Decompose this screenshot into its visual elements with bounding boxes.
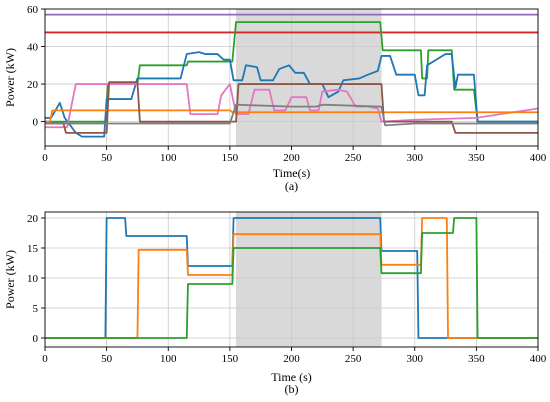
- series-line-4: [45, 51, 538, 138]
- plot-frame: [44, 8, 539, 147]
- series-line-8: [45, 103, 538, 127]
- series-line-1: [45, 217, 538, 339]
- x-tick-label: 0: [42, 353, 48, 365]
- series-line-3: [45, 217, 538, 339]
- x-tick-label: 400: [530, 353, 547, 365]
- x-axis-label: Time (s): [271, 370, 312, 384]
- plot-frame: [44, 211, 539, 348]
- panel-caption: (b): [285, 382, 299, 396]
- y-tick-label: 40: [27, 42, 39, 54]
- x-axis-label: Time(s): [273, 166, 311, 180]
- panel-a: 0 50 100 150 200 250 300 350 400 0 20 40 60 Time(s) Po…: [3, 4, 547, 193]
- y-tick-label: 5: [33, 303, 39, 315]
- x-tick-label: 0: [42, 152, 48, 164]
- panel-caption: (a): [285, 179, 298, 193]
- x-tick-label: 300: [407, 353, 424, 365]
- x-tick-label: 300: [407, 152, 424, 164]
- x-tick-label: 350: [468, 152, 485, 164]
- x-tick-label: 50: [101, 353, 113, 365]
- x-tick-label: 200: [283, 353, 300, 365]
- y-axis-label: Power (kW): [3, 48, 17, 107]
- shaded-interval: [236, 212, 382, 347]
- x-tick-label: 150: [222, 152, 239, 164]
- y-tick-label: 0: [33, 333, 39, 345]
- series-line-2: [45, 217, 538, 339]
- y-tick-label: 20: [27, 213, 39, 225]
- x-tick-label: 100: [160, 353, 177, 365]
- series-group: [45, 13, 538, 138]
- x-tick-label: 400: [530, 152, 547, 164]
- panel-b: 0 50 100 150 200 250 300 350 400 0 5 10 15 20 Time (s)…: [3, 211, 547, 396]
- x-tick-label: 250: [345, 152, 362, 164]
- series-line-6: [45, 109, 538, 123]
- series-group: [45, 217, 538, 339]
- x-tick-label: 150: [222, 353, 239, 365]
- y-axis-label: Power (kW): [3, 250, 17, 309]
- y-tick-label: 20: [27, 79, 39, 91]
- series-line-7: [45, 81, 538, 134]
- x-tick-label: 200: [283, 152, 300, 164]
- y-tick-label: 60: [27, 4, 39, 16]
- y-tick-label: 10: [27, 273, 39, 285]
- y-tick-label: 15: [27, 243, 39, 255]
- x-tick-label: 100: [160, 152, 177, 164]
- x-tick-label: 250: [345, 353, 362, 365]
- x-tick-label: 50: [101, 152, 113, 164]
- x-tick-label: 350: [468, 353, 485, 365]
- y-tick-label: 0: [33, 117, 39, 129]
